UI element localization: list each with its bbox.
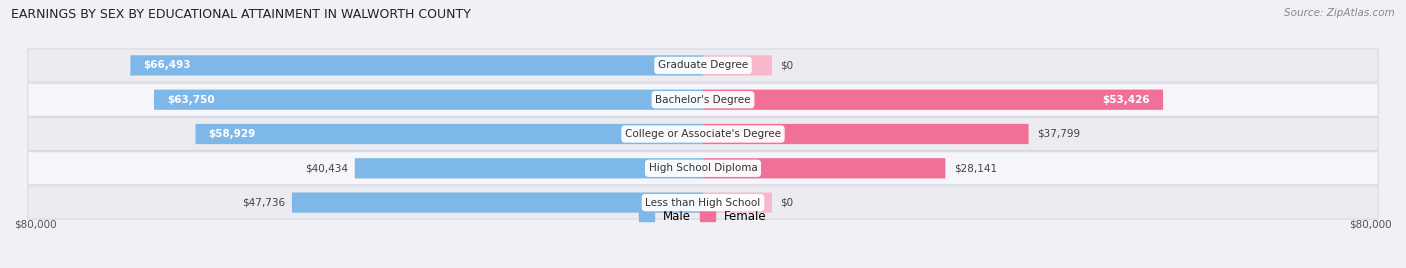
- FancyBboxPatch shape: [195, 124, 703, 144]
- Text: $66,493: $66,493: [143, 60, 191, 70]
- FancyBboxPatch shape: [155, 90, 703, 110]
- FancyBboxPatch shape: [703, 192, 772, 213]
- Text: Less than High School: Less than High School: [645, 198, 761, 208]
- Text: College or Associate's Degree: College or Associate's Degree: [626, 129, 780, 139]
- FancyBboxPatch shape: [28, 49, 1378, 82]
- FancyBboxPatch shape: [292, 192, 703, 213]
- Text: Source: ZipAtlas.com: Source: ZipAtlas.com: [1284, 8, 1395, 18]
- FancyBboxPatch shape: [28, 186, 1378, 219]
- FancyBboxPatch shape: [28, 118, 1378, 150]
- FancyBboxPatch shape: [131, 55, 703, 76]
- Text: High School Diploma: High School Diploma: [648, 163, 758, 173]
- FancyBboxPatch shape: [703, 55, 772, 76]
- Legend: Male, Female: Male, Female: [634, 205, 772, 228]
- Text: $28,141: $28,141: [953, 163, 997, 173]
- FancyBboxPatch shape: [703, 90, 1163, 110]
- Text: $0: $0: [780, 60, 793, 70]
- FancyBboxPatch shape: [28, 83, 1378, 116]
- Text: $40,434: $40,434: [305, 163, 347, 173]
- Text: $63,750: $63,750: [167, 95, 215, 105]
- Text: $58,929: $58,929: [208, 129, 256, 139]
- Text: EARNINGS BY SEX BY EDUCATIONAL ATTAINMENT IN WALWORTH COUNTY: EARNINGS BY SEX BY EDUCATIONAL ATTAINMEN…: [11, 8, 471, 21]
- Text: Bachelor's Degree: Bachelor's Degree: [655, 95, 751, 105]
- Text: $80,000: $80,000: [14, 220, 56, 230]
- Text: $47,736: $47,736: [242, 198, 285, 208]
- Text: $80,000: $80,000: [1350, 220, 1392, 230]
- FancyBboxPatch shape: [703, 158, 945, 178]
- Text: $0: $0: [780, 198, 793, 208]
- FancyBboxPatch shape: [28, 152, 1378, 185]
- Text: $53,426: $53,426: [1102, 95, 1150, 105]
- FancyBboxPatch shape: [354, 158, 703, 178]
- FancyBboxPatch shape: [703, 124, 1029, 144]
- Text: Graduate Degree: Graduate Degree: [658, 60, 748, 70]
- Text: $37,799: $37,799: [1038, 129, 1080, 139]
